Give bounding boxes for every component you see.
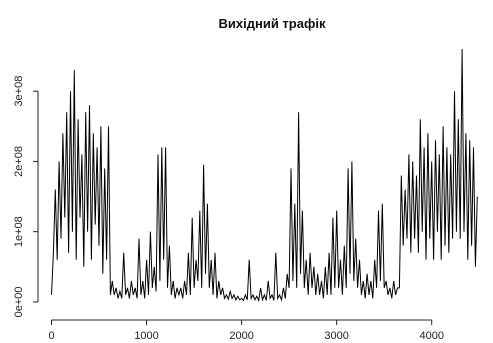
y-tick-label: 3e+08 [13,76,25,107]
y-tick-label: 0e+00 [13,286,25,317]
plot-area [51,48,478,303]
chart-title: Вихідний трафік [219,16,326,31]
x-tick-label: 3000 [324,330,348,342]
x-axis: 0 1000 2000 3000 4000 [48,319,444,342]
x-tick-label: 0 [48,330,54,342]
y-tick-label: 1e+08 [13,216,25,247]
series-line [51,48,478,303]
x-tick-label: 2000 [229,330,253,342]
y-tick-label: 2e+08 [13,146,25,177]
x-tick-label: 4000 [419,330,443,342]
y-axis: 0e+00 1e+08 2e+08 3e+08 [13,76,39,317]
x-tick-label: 1000 [134,330,158,342]
